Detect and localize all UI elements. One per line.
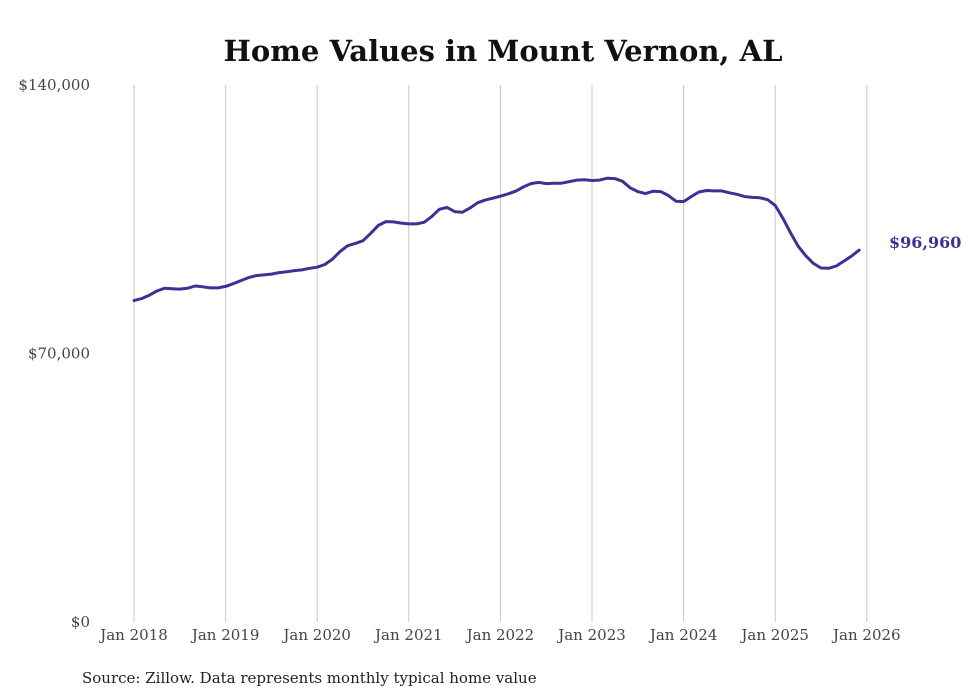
x-tick-label: Jan 2026 [831,626,901,644]
x-axis-ticks: Jan 2018 Jan 2019 Jan 2020 Jan 2021 Jan 2022… [98,626,900,644]
x-tick-label: Jan 2024 [648,626,718,644]
x-tick-label: Jan 2020 [281,626,351,644]
y-tick-label: $140,000 [18,76,90,94]
x-tick-label: Jan 2025 [739,626,809,644]
x-tick-label: Jan 2019 [190,626,260,644]
x-tick-label: Jan 2022 [465,626,535,644]
gridlines [133,85,868,622]
x-tick-label: Jan 2018 [98,626,168,644]
series-line-0 [132,176,861,303]
y-axis-ticks: $0 $70,000 $140,000 [18,76,90,631]
y-tick-label: $70,000 [28,345,90,363]
series-layer [132,176,861,303]
end-value-label: $96,960 [889,233,961,252]
x-tick-label: Jan 2021 [373,626,443,644]
source-note: Source: Zillow. Data represents monthly … [82,669,537,687]
x-tick-label: Jan 2023 [556,626,626,644]
y-tick-label: $0 [71,613,90,631]
chart-title: Home Values in Mount Vernon, AL [223,34,782,68]
